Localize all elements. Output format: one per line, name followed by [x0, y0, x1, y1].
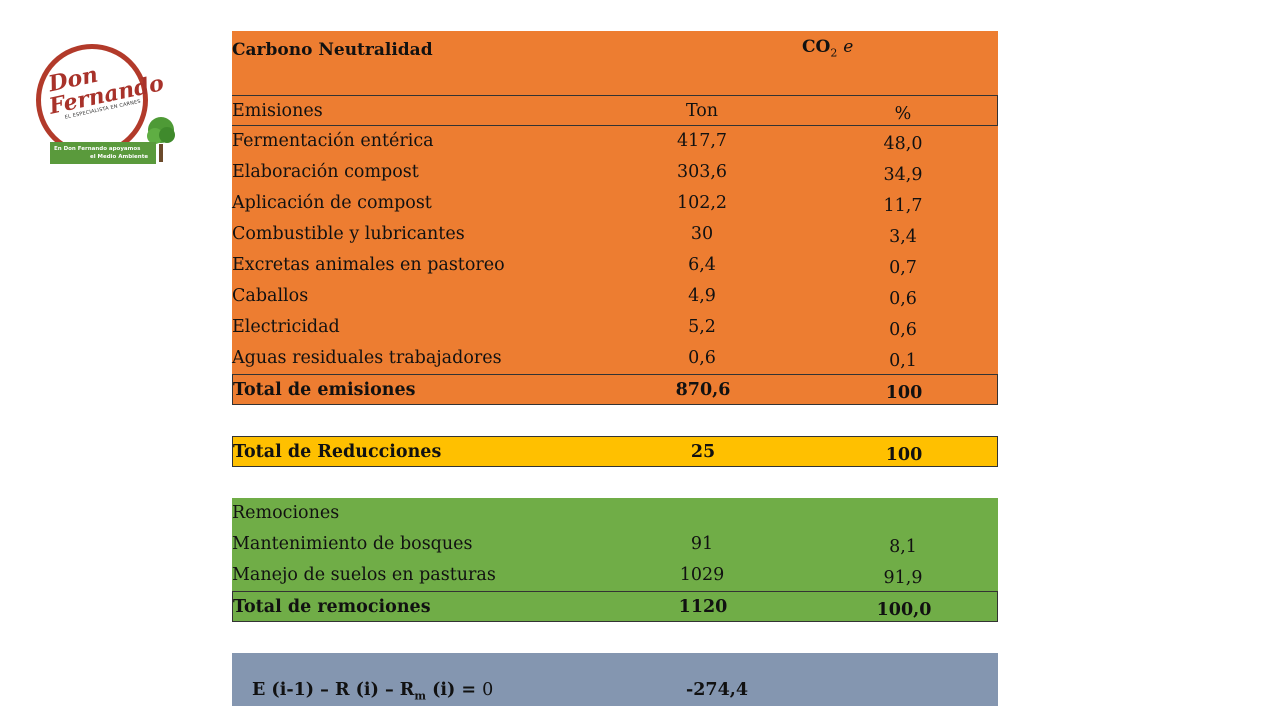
logo-banner-line2: el Medio Ambiente	[90, 154, 149, 160]
ton-column-header: Ton	[685, 101, 719, 121]
row-ton: 4,9	[688, 286, 716, 306]
table-row: Fermentación entérica 417,7 48,0	[232, 126, 998, 157]
row-ton: 30	[690, 224, 714, 244]
row-pct: 11,7	[883, 196, 923, 216]
table-title: Carbono Neutralidad	[232, 40, 433, 60]
carbon-neutrality-table: Carbono Neutralidad CO2 e Emisiones Ton …	[232, 31, 998, 706]
row-pct: 0,6	[889, 320, 917, 340]
tree-icon	[147, 117, 175, 162]
row-label: Elaboración compost	[232, 162, 419, 182]
unit-suffix: e	[843, 37, 854, 57]
total-ton: 25	[690, 442, 716, 462]
row-ton: 0,6	[688, 348, 716, 368]
table-row: Caballos 4,9 0,6	[232, 281, 998, 312]
formula-zero: 0	[482, 680, 494, 700]
emissions-total-row: Total de emisiones 870,6 100	[232, 374, 998, 405]
table-header: Carbono Neutralidad CO2 e	[232, 31, 998, 95]
row-pct: 0,6	[889, 289, 917, 309]
removals-total-row: Total de remociones 1120 100,0	[232, 591, 998, 622]
row-ton: 102,2	[676, 193, 728, 213]
row-label: Aguas residuales trabajadores	[232, 348, 502, 368]
row-label: Aplicación de compost	[232, 193, 432, 213]
row-ton: 1029	[679, 565, 725, 585]
logo-ring	[36, 44, 148, 156]
removals-header: Remociones	[232, 498, 998, 529]
row-ton: 6,4	[688, 255, 716, 275]
unit-subscript: 2	[830, 46, 838, 60]
row-label: Caballos	[232, 286, 309, 306]
total-ton: 870,6	[675, 380, 731, 400]
table-row: Aguas residuales trabajadores 0,6 0,1	[232, 343, 998, 374]
row-pct: 34,9	[883, 165, 923, 185]
spacer	[232, 467, 998, 498]
total-label: Total de emisiones	[233, 380, 416, 400]
balance-formula-row: E (i-1) – R (i) – Rm (i) = 0 -274,4	[232, 653, 998, 706]
reductions-total-row: Total de Reducciones 25 100	[232, 436, 998, 467]
emissions-label: Emisiones	[232, 101, 323, 121]
logo-banner-line1: En Don Fernando apoyamos	[54, 146, 141, 152]
unit-label: CO2 e	[802, 37, 853, 59]
table-row: Combustible y lubricantes 30 3,4	[232, 219, 998, 250]
formula-subscript: m	[414, 689, 426, 703]
row-pct: 8,1	[889, 537, 917, 557]
row-label: Combustible y lubricantes	[232, 224, 465, 244]
row-pct: 91,9	[883, 568, 923, 588]
total-label: Total de Reducciones	[233, 442, 442, 462]
row-ton: 417,7	[676, 131, 728, 151]
row-ton: 5,2	[688, 317, 716, 337]
balance-value: -274,4	[685, 680, 749, 700]
row-label: Excretas animales en pastoreo	[232, 255, 505, 275]
row-ton: 91	[690, 534, 714, 554]
percent-column-header: %	[894, 104, 912, 124]
total-ton: 1120	[678, 597, 728, 617]
table-row: Electricidad 5,2 0,6	[232, 312, 998, 343]
spacer	[232, 622, 998, 653]
table-row: Manejo de suelos en pasturas 1029 91,9	[232, 560, 998, 591]
total-label: Total de remociones	[233, 597, 431, 617]
emissions-column-header: Emisiones Ton %	[232, 95, 998, 126]
row-pct: 0,7	[889, 258, 917, 278]
row-pct: 48,0	[883, 134, 923, 154]
total-pct: 100,0	[876, 600, 932, 620]
row-label: Manejo de suelos en pasturas	[232, 565, 496, 585]
formula-part1: E (i-1) – R (i) – R	[252, 680, 415, 700]
table-row: Elaboración compost 303,6 34,9	[232, 157, 998, 188]
table-row: Mantenimiento de bosques 91 8,1	[232, 529, 998, 560]
row-ton: 303,6	[676, 162, 728, 182]
total-pct: 100	[885, 445, 923, 465]
unit-main: CO	[802, 37, 831, 57]
spacer	[232, 405, 998, 436]
brand-logo: Don Fernando EL ESPECIALISTA EN CARNES E…	[36, 44, 176, 168]
table-row: Aplicación de compost 102,2 11,7	[232, 188, 998, 219]
table-row: Excretas animales en pastoreo 6,4 0,7	[232, 250, 998, 281]
balance-formula: E (i-1) – R (i) – Rm (i) = 0	[252, 680, 493, 703]
row-pct: 0,1	[889, 351, 917, 371]
row-label: Fermentación entérica	[232, 131, 434, 151]
row-pct: 3,4	[889, 227, 917, 247]
total-pct: 100	[885, 383, 923, 403]
row-label: Electricidad	[232, 317, 340, 337]
logo-banner: En Don Fernando apoyamos el Medio Ambien…	[50, 142, 156, 164]
formula-part2: (i) =	[425, 680, 483, 700]
removals-label: Remociones	[232, 503, 340, 523]
row-label: Mantenimiento de bosques	[232, 534, 473, 554]
